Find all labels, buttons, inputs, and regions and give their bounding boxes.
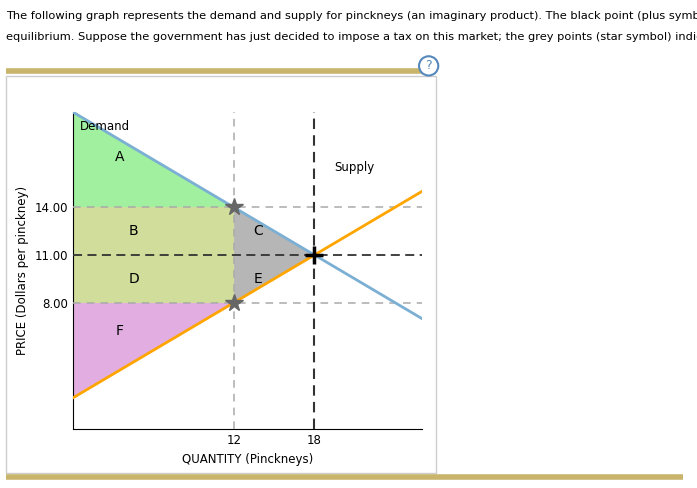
Text: B: B	[129, 224, 138, 238]
Text: equilibrium. Suppose the government has just decided to impose a tax on this mar: equilibrium. Suppose the government has …	[6, 32, 697, 41]
Polygon shape	[73, 303, 234, 398]
Polygon shape	[73, 207, 234, 255]
Text: A: A	[115, 150, 125, 163]
Text: Demand: Demand	[80, 120, 130, 133]
Text: E: E	[254, 272, 263, 286]
Text: ?: ?	[425, 60, 432, 72]
Text: Supply: Supply	[335, 161, 375, 174]
Polygon shape	[234, 255, 314, 303]
Text: C: C	[253, 224, 263, 238]
Polygon shape	[73, 255, 234, 303]
Y-axis label: PRICE (Dollars per pinckney): PRICE (Dollars per pinckney)	[16, 186, 29, 355]
X-axis label: QUANTITY (Pinckneys): QUANTITY (Pinckneys)	[182, 453, 313, 466]
Polygon shape	[234, 207, 314, 255]
Text: F: F	[116, 324, 124, 338]
Text: The following graph represents the demand and supply for pinckneys (an imaginary: The following graph represents the deman…	[6, 11, 697, 20]
Polygon shape	[73, 112, 234, 207]
Text: D: D	[128, 272, 139, 286]
